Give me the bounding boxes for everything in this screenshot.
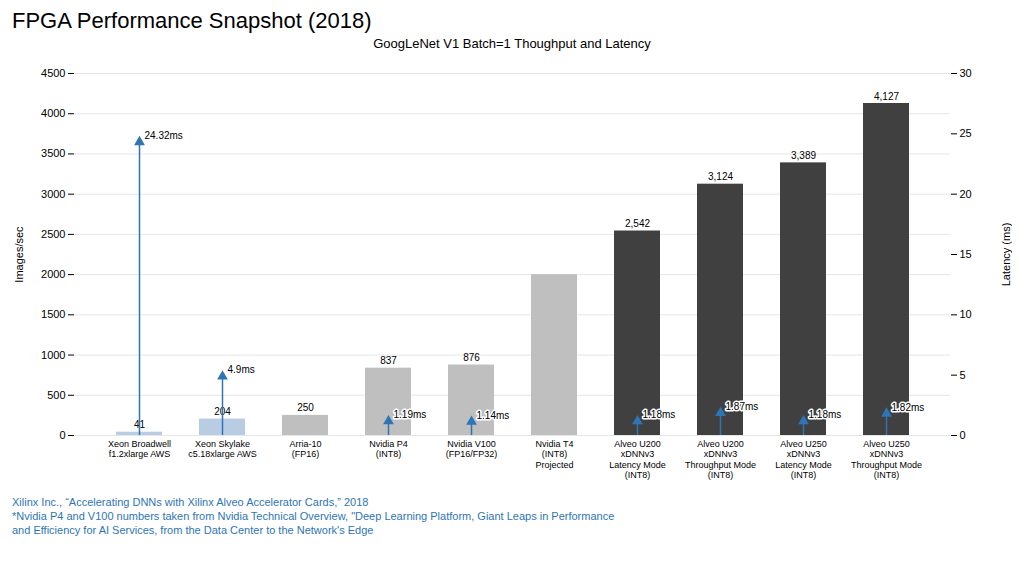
- html-text:FPGA Performance Snapshot (201: FPGA Performance Snapshot (2018): [12, 8, 372, 33]
- svg-text:1.18ms: 1.18ms: [643, 410, 676, 421]
- svg-text:25: 25: [960, 128, 972, 140]
- svg-text:20: 20: [960, 188, 972, 200]
- svg-text:1.14ms: 1.14ms: [477, 410, 510, 421]
- svg-text:3,124: 3,124: [708, 171, 733, 182]
- svg-text:1500: 1500: [41, 309, 65, 321]
- svg-text:4500: 4500: [41, 67, 65, 79]
- svg-text:500: 500: [47, 389, 65, 401]
- svg-text:4,127: 4,127: [874, 91, 899, 102]
- svg-text:1.82ms: 1.82ms: [892, 402, 925, 413]
- svg-text:3,389: 3,389: [791, 150, 816, 161]
- svg-text:Arria-10(FP16): Arria-10(FP16): [289, 439, 321, 459]
- svg-text:3000: 3000: [41, 188, 65, 200]
- html-text:GoogLeNet V1 Batch=1 Thoughput: GoogLeNet V1 Batch=1 Thoughput and Laten…: [373, 36, 651, 52]
- svg-text:1.18ms: 1.18ms: [809, 410, 842, 421]
- html-text:and Efficiency for AI Services: and Efficiency for AI Services, from the…: [12, 524, 374, 537]
- html-text:*Nvidia P4 and V100 numbers ta: *Nvidia P4 and V100 numbers taken from N…: [12, 510, 615, 523]
- svg-text:3500: 3500: [41, 148, 65, 160]
- html-text:Xilinx Inc., “Accelerating DNN: Xilinx Inc., “Accelerating DNNs with Xil…: [12, 496, 369, 509]
- svg-text:Alveo U200xDNNv3Latency Mode(I: Alveo U200xDNNv3Latency Mode(INT8): [609, 439, 666, 480]
- svg-text:Nvidia T4(INT8)Projected: Nvidia T4(INT8)Projected: [535, 439, 573, 470]
- svg-text:2,542: 2,542: [625, 218, 650, 229]
- svg-text:837: 837: [380, 355, 397, 366]
- svg-text:2000: 2000: [41, 268, 65, 280]
- svg-text:0: 0: [960, 429, 966, 441]
- svg-text:1.19ms: 1.19ms: [394, 409, 427, 420]
- svg-text:Nvidia V100(FP16/FP32): Nvidia V100(FP16/FP32): [446, 439, 498, 459]
- svg-text:1.87ms: 1.87ms: [726, 401, 759, 412]
- svg-text:4.9ms: 4.9ms: [228, 365, 255, 376]
- svg-text:Alveo U250xDNNv3Latency Mode(I: Alveo U250xDNNv3Latency Mode(INT8): [775, 439, 832, 480]
- svg-text:204: 204: [214, 406, 231, 418]
- svg-text:Xeon Broadwellf1.2xlarge AWS: Xeon Broadwellf1.2xlarge AWS: [108, 439, 171, 459]
- svg-text:4000: 4000: [41, 108, 65, 120]
- svg-text:24.32ms: 24.32ms: [145, 130, 183, 141]
- svg-text:876: 876: [463, 352, 480, 363]
- svg-text:Alveo U200xDNNv3Throughput Mod: Alveo U200xDNNv3Throughput Mode(INT8): [685, 439, 756, 480]
- svg-text:250: 250: [297, 403, 314, 414]
- svg-text:0: 0: [59, 429, 65, 441]
- svg-text:Images/sec: Images/sec: [13, 226, 25, 283]
- svg-text:10: 10: [960, 309, 972, 321]
- svg-text:1000: 1000: [41, 349, 65, 361]
- svg-text:Xeon Skylakec5.18xlarge AWS: Xeon Skylakec5.18xlarge AWS: [188, 439, 257, 459]
- svg-text:Alveo U250xDNNv3Throughput Mod: Alveo U250xDNNv3Throughput Mode(INT8): [851, 439, 922, 480]
- svg-text:5: 5: [960, 369, 966, 381]
- svg-text:15: 15: [960, 248, 972, 260]
- svg-text:Latency (ms): Latency (ms): [1000, 223, 1012, 287]
- svg-text:Nvidia P4(INT8): Nvidia P4(INT8): [369, 439, 408, 459]
- svg-text:30: 30: [960, 67, 972, 79]
- svg-text:41: 41: [133, 419, 146, 431]
- svg-text:2500: 2500: [41, 228, 65, 240]
